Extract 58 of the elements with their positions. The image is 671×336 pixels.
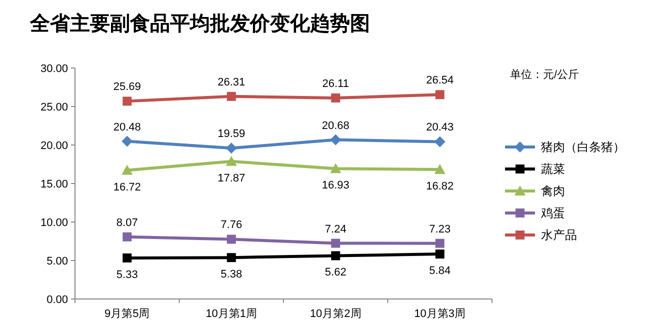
x-tick-label: 9月第5周 [104,308,150,320]
legend-label: 猪肉（白条猪） [541,140,625,154]
data-label: 5.38 [220,268,242,281]
data-label: 8.07 [116,216,138,229]
y-tick-label: 30.00 [40,63,68,75]
data-label: 16.72 [113,181,141,194]
data-label: 5.33 [116,268,138,281]
x-tick-label: 10月第1周 [206,308,258,320]
point [435,250,444,259]
point [331,238,340,248]
point [330,134,342,146]
data-label: 16.93 [322,180,350,192]
point [331,93,340,102]
data-label: 25.69 [113,81,141,94]
legend-label: 水产品 [541,228,577,242]
data-label: 7.24 [324,223,346,236]
chart-title: 全省主要副食品平均批发价变化趋势图 [29,11,370,35]
point [435,90,444,100]
point [122,232,132,242]
data-label: 26.11 [322,78,349,90]
data-label: 5.84 [429,265,451,278]
y-tick-label: 10.00 [40,217,68,229]
legend-label: 鸡蛋 [540,206,565,220]
text: 单位：元/公斤 [510,68,580,81]
point [122,136,133,147]
point [226,253,236,262]
data-label: 20.43 [426,122,454,134]
y-tick-label: 20.00 [40,140,68,152]
data-label: 16.82 [426,180,454,192]
point [122,164,133,175]
data-label: 26.54 [426,74,454,87]
point [435,238,444,248]
point [226,92,236,101]
x-tick-label: 10月第2周 [310,308,362,320]
data-label: 20.48 [113,121,141,134]
y-tick-label: 5.00 [46,256,68,268]
legend-label: 蔬菜 [541,162,565,176]
point [330,163,342,174]
point [226,142,237,154]
y-tick-label: 25.00 [40,102,68,114]
data-label: 7.23 [429,223,451,236]
data-label: 19.59 [218,128,246,140]
point [434,136,446,148]
data-label: 7.76 [220,219,242,232]
data-label: 17.87 [218,172,246,184]
point [122,96,132,106]
data-label: 20.68 [322,120,350,132]
legend-label: 禽肉 [541,184,565,198]
point [226,234,236,244]
y-tick-label: 15.00 [40,178,68,190]
point [331,251,340,260]
point [226,156,237,166]
x-tick-label: 10月第3周 [414,308,466,320]
point [122,253,132,262]
data-label: 5.62 [324,266,346,279]
point [434,164,446,174]
data-label: 26.31 [218,76,246,88]
y-tick-label: 0.00 [46,294,68,306]
